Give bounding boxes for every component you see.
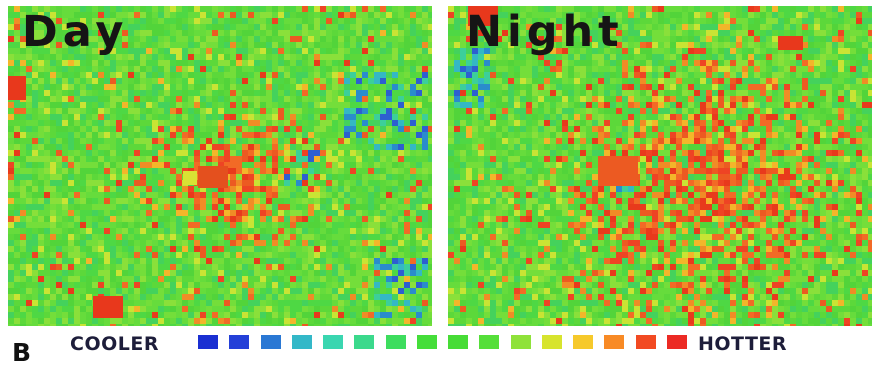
legend-swatch — [260, 335, 281, 349]
legend-cooler-label: COOLER — [70, 333, 159, 355]
day-label: Day — [22, 7, 129, 57]
legend-swatch — [354, 335, 375, 349]
legend-swatch — [198, 335, 218, 349]
legend-swatch — [416, 335, 437, 349]
day-thermal-map: Day — [8, 6, 432, 326]
legend-swatch — [229, 335, 250, 349]
figure-panel-letter: B — [12, 338, 32, 367]
legend-swatch — [479, 335, 500, 349]
legend-swatch — [291, 335, 312, 349]
legend-hotter-label: HOTTER — [698, 333, 788, 355]
color-scale — [196, 335, 696, 351]
legend-swatch — [448, 335, 468, 349]
legend-swatch — [541, 335, 562, 349]
legend-swatch — [385, 335, 406, 349]
night-thermal-image — [448, 6, 872, 326]
legend-swatch — [635, 335, 656, 349]
legend-swatch — [604, 335, 625, 349]
legend-swatch — [573, 335, 593, 349]
legend-swatch — [666, 335, 687, 349]
night-label: Night — [466, 7, 624, 57]
legend-swatch — [323, 335, 343, 349]
night-thermal-map: Night — [448, 6, 872, 326]
legend-swatch — [510, 335, 531, 349]
day-thermal-image — [8, 6, 432, 326]
